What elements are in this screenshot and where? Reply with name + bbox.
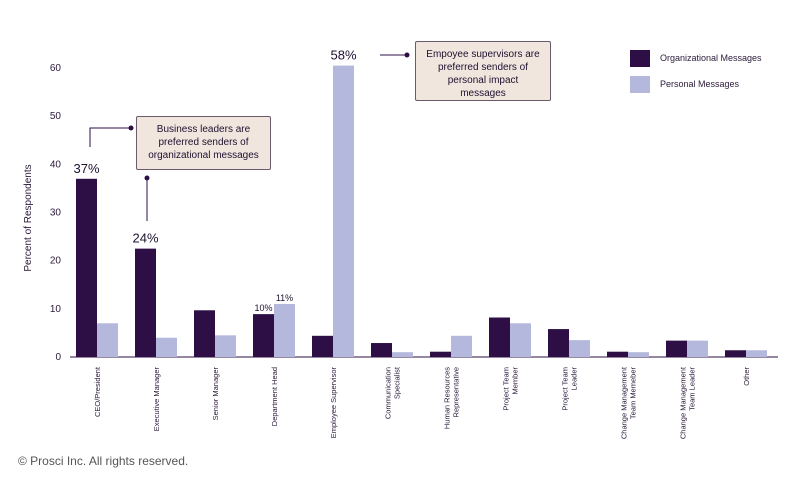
y-tick-label: 60 (50, 63, 62, 74)
bar-organizational (312, 335, 333, 357)
legend-label-personal: Personal Messages (660, 79, 740, 89)
y-tick-label: 0 (55, 352, 61, 363)
x-tick-label: Senior Manager (211, 367, 220, 421)
legend-swatch-organizational (630, 49, 650, 67)
x-tick-label: Department Head (270, 367, 279, 426)
x-tick-label: Specialist (393, 366, 402, 399)
x-tick-label: Employee Supervisor (329, 367, 338, 439)
bar-personal (97, 323, 118, 357)
data-label: 11% (276, 293, 293, 303)
legend-item-personal: Personal Messages (630, 75, 762, 93)
callout-connector-dot (144, 175, 150, 181)
callout-employee-supervisors: Empoyee supervisors are preferred sender… (415, 41, 551, 101)
y-tick-label: 10 (50, 304, 62, 315)
copyright-footer: © Prosci Inc. All rights reserved. (18, 454, 189, 468)
x-tick-label: Communication (384, 367, 393, 419)
bar-organizational (548, 329, 569, 357)
bar-organizational (489, 317, 510, 357)
x-tick-label: CEO/President (93, 366, 102, 417)
callout-connector-ceo (89, 127, 131, 147)
data-label: 24% (132, 231, 158, 246)
legend: Organizational Messages Personal Message… (630, 49, 762, 101)
x-tick-label: Executive Manager (152, 367, 161, 432)
y-tick-label: 30 (50, 208, 62, 219)
bar-personal (569, 340, 590, 357)
bar-personal (746, 350, 767, 357)
legend-item-organizational: Organizational Messages (630, 49, 762, 67)
y-tick-label: 20 (50, 256, 62, 267)
x-tick-label: Project Team (561, 367, 570, 411)
x-tick-label: Human Resources (443, 367, 452, 429)
y-tick-label: 50 (50, 111, 62, 122)
bar-personal (274, 304, 295, 357)
x-tick-label: Other (742, 367, 751, 386)
data-label: 10% (254, 303, 272, 313)
bar-personal (392, 352, 413, 357)
bar-organizational (666, 340, 687, 357)
bar-personal (510, 323, 531, 357)
bar-personal (333, 65, 354, 357)
x-tick-label: Project Team (502, 367, 511, 411)
y-axis-label: Percent of Respondents (23, 164, 34, 271)
x-tick-label: Team Memeber (629, 367, 638, 420)
bar-organizational (371, 343, 392, 357)
bar-organizational (725, 350, 746, 357)
data-label: 58% (330, 48, 356, 63)
bar-personal (687, 340, 708, 357)
bar-organizational (135, 248, 156, 357)
bar-organizational (76, 178, 97, 357)
bar-personal (451, 335, 472, 357)
bar-organizational (194, 310, 215, 357)
bar-organizational (253, 314, 274, 357)
bar-personal (628, 352, 649, 357)
x-tick-label: Team Leader (688, 367, 697, 411)
y-tick-label: 40 (50, 159, 62, 170)
callout-connector-dot (404, 52, 410, 58)
callout-connector-dot (128, 125, 134, 131)
data-label: 37% (73, 161, 99, 176)
x-tick-label: Change Management (620, 366, 629, 439)
bar-personal (215, 335, 236, 357)
x-tick-label: Representative (452, 367, 461, 417)
bar-personal (156, 337, 177, 357)
legend-label-organizational: Organizational Messages (660, 53, 762, 63)
callout-business-leaders: Business leaders are preferred senders o… (136, 116, 271, 170)
x-tick-label: Member (511, 367, 520, 395)
bar-organizational (430, 351, 451, 357)
x-tick-label: Change Management (679, 366, 688, 439)
bar-organizational (607, 351, 628, 357)
x-tick-label: Leader (570, 367, 579, 391)
legend-swatch-personal (630, 75, 650, 93)
